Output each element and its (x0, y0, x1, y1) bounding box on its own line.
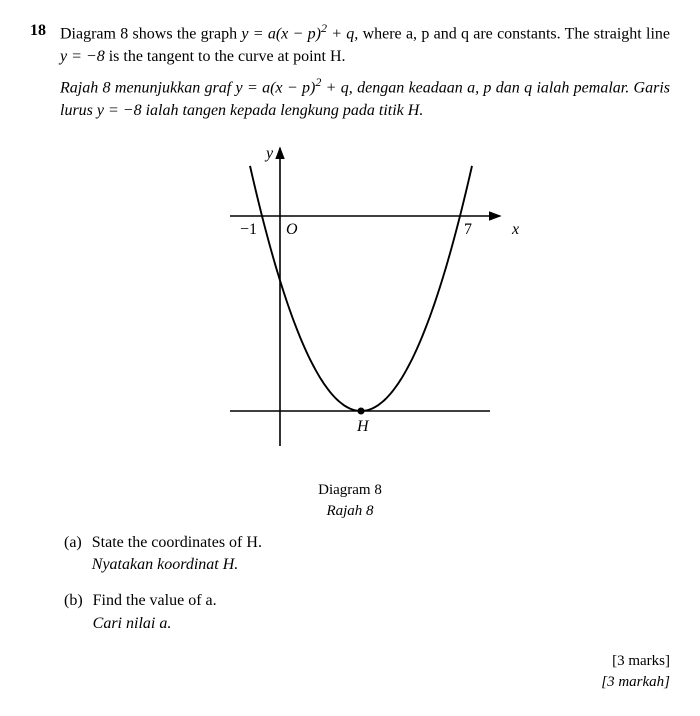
svg-text:x: x (511, 221, 519, 238)
marks-my: [3 markah] (30, 672, 670, 693)
part-b-body: Find the value of a. Cari nilai a. (93, 590, 217, 635)
marks-block: [3 marks] [3 markah] (30, 651, 670, 693)
intro-en-2: where a, p and q are constants. The stra… (358, 25, 670, 42)
part-b-my: Cari nilai a. (93, 613, 217, 635)
tangent-eq: y = −8 (60, 48, 105, 65)
question-number: 18 (30, 20, 46, 42)
intro-en-3: is the tangent to the curve at point H. (105, 48, 346, 65)
svg-text:y: y (264, 145, 274, 162)
intro-my-tangent: y = −8 (97, 102, 142, 119)
intro-my-1: Rajah 8 menunjukkan graf (60, 79, 236, 96)
svg-text:7: 7 (464, 221, 472, 238)
part-b-en: Find the value of a. (93, 590, 217, 612)
diagram-container: y x O −1 7 H Diagram 8 Rajah 8 (30, 136, 670, 521)
caption-my: Rajah 8 (30, 501, 670, 522)
caption-en: Diagram 8 (30, 480, 670, 501)
intro-en-1: Diagram 8 shows the graph (60, 25, 241, 42)
eq1-tail: + q, (327, 25, 358, 42)
question-text-my: Rajah 8 menunjukkan graf y = a(x − p)2 +… (60, 74, 670, 122)
part-a: (a) State the coordinates of H. Nyatakan… (64, 532, 670, 577)
question-body: Diagram 8 shows the graph y = a(x − p)2 … (60, 20, 670, 122)
part-a-en: State the coordinates of H. (92, 532, 262, 554)
marks-en: [3 marks] (30, 651, 670, 672)
part-a-label: (a) (64, 532, 82, 577)
diagram-caption: Diagram 8 Rajah 8 (30, 480, 670, 522)
question-header: 18 Diagram 8 shows the graph y = a(x − p… (30, 20, 670, 122)
intro-my-eq1: y = a(x − p) (236, 79, 316, 96)
part-a-body: State the coordinates of H. Nyatakan koo… (92, 532, 262, 577)
svg-text:O: O (286, 221, 298, 238)
part-b: (b) Find the value of a. Cari nilai a. (64, 590, 670, 635)
part-b-label: (b) (64, 590, 83, 635)
part-a-my: Nyatakan koordinat H. (92, 554, 262, 576)
parabola-diagram: y x O −1 7 H (170, 136, 530, 466)
intro-my-3: ialah tangen kepada lengkung pada titik … (142, 102, 424, 119)
eq1: y = a(x − p) (241, 25, 321, 42)
intro-my-eq1-tail: + q, (321, 79, 352, 96)
svg-text:−1: −1 (240, 221, 257, 238)
question-text-en: Diagram 8 shows the graph y = a(x − p)2 … (60, 20, 670, 68)
svg-text:H: H (356, 418, 370, 435)
